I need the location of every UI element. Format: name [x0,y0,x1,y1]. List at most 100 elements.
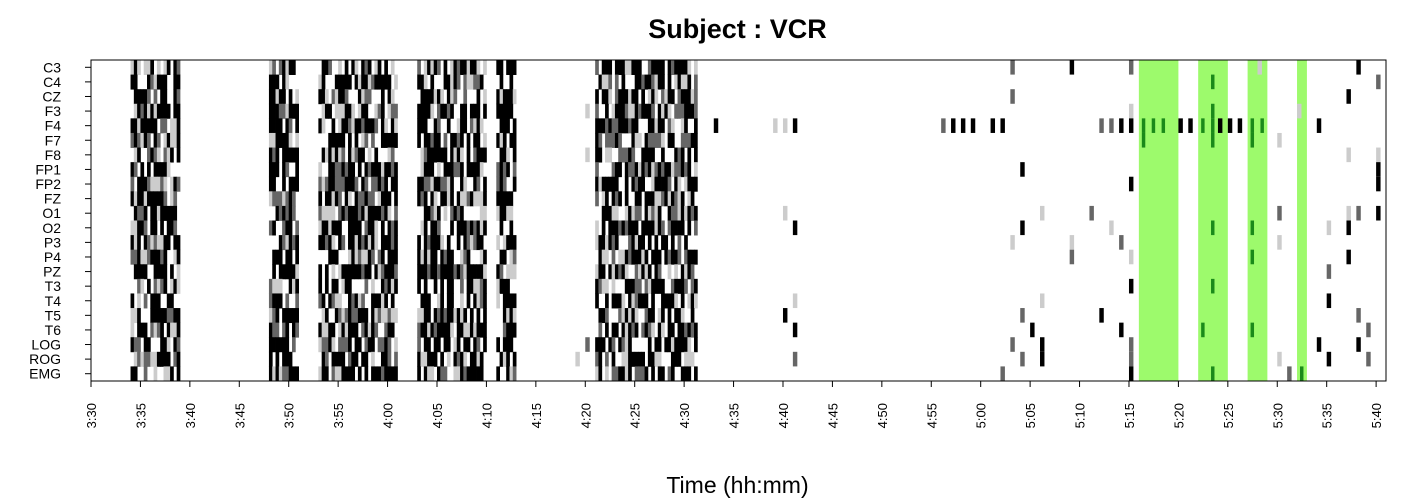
artifact-cell [618,308,622,324]
artifact-cell [436,89,441,105]
artifact-cell [387,337,392,353]
artifact-cell [605,74,609,90]
artifact-cell [611,191,616,207]
artifact-cell [150,249,155,265]
artifact-cell [285,162,290,178]
x-tick-label: 5:35 [1320,403,1335,428]
artifact-cell [667,249,672,265]
artifact-cell [374,118,379,134]
artifact-cell [674,60,678,75]
artifact-cell [130,366,135,382]
artifact-cell [463,337,468,353]
artifact-cell [512,322,517,338]
artifact-cell [502,191,507,207]
artifact-cell [446,322,451,338]
artifact-cell [694,293,698,309]
artifact-cell [628,351,632,367]
artifact-cell [348,162,352,178]
artifact-cell [338,147,342,163]
artifact-cell [450,264,454,280]
artifact-cell [338,264,342,280]
artifact-cell [637,235,642,251]
artifact-cell [624,322,629,338]
artifact-cell [443,264,448,280]
artifact-mark [1128,103,1134,119]
artifact-cell [344,337,349,353]
artifact-cell [344,103,349,119]
artifact-cell [476,118,481,134]
artifact-cell [512,293,517,309]
artifact-cell [618,264,622,280]
artifact-cell [687,264,692,280]
artifact-cell [473,366,477,382]
artifact-cell [677,278,682,294]
artifact-cell [173,308,178,324]
artifact-mark [585,103,590,119]
artifact-cell [268,308,273,324]
artifact-cell [295,147,299,163]
artifact-cell [611,176,616,192]
artifact-cell [160,235,164,251]
artifact-cell [628,278,632,294]
artifact-cell [466,337,471,353]
artifact-cell [156,162,161,178]
artifact-cell [318,118,323,134]
artifact-cell [453,351,458,367]
artifact-cell [479,74,484,90]
x-tick-label: 3:40 [183,403,198,428]
artifact-cell [364,89,369,105]
artifact-cell [651,249,655,265]
artifact-cell [634,205,639,221]
artifact-cell [344,191,349,207]
artifact-cell [295,366,299,382]
artifact-cell [275,132,280,148]
artifact-cell [624,337,629,353]
artifact-mark [1000,118,1005,133]
artifact-cell [469,220,474,236]
artifact-cell [166,132,171,148]
artifact-cell [275,205,280,221]
artifact-cell [361,322,365,338]
highlight-band [1138,60,1179,381]
artifact-cell [463,176,468,192]
artifact-cell [631,235,636,251]
artifact-cell [170,308,174,324]
artifact-cell [420,249,425,265]
artifact-cell [506,60,510,75]
artifact-cell [647,278,652,294]
artifact-cell [153,132,158,148]
artifact-cell [433,278,438,294]
artifact-cell [423,351,428,367]
artifact-cell [624,351,629,367]
artifact-cell [661,89,665,105]
artifact-cell [450,74,454,90]
artifact-cell [453,147,458,163]
artifact-cell [268,220,273,236]
artifact-cell [694,132,698,148]
artifact-cell [427,205,431,221]
artifact-cell [354,235,359,251]
artifact-cell [654,235,659,251]
artifact-cell [160,191,164,207]
artifact-cell [637,278,642,294]
artifact-cell [479,220,484,236]
artifact-cell [460,293,464,309]
artifact-cell [680,322,685,338]
artifact-cell [694,278,698,294]
artifact-cell [684,322,688,338]
artifact-cell [473,337,477,353]
artifact-cell [628,162,632,178]
artifact-cell [654,132,659,148]
artifact-cell [628,205,632,221]
artifact-cell [423,162,428,178]
artifact-cell [338,118,342,134]
artifact-cell [466,322,471,338]
artifact-cell [387,264,392,280]
artifact-cell [156,322,161,338]
artifact-cell [634,162,639,178]
artifact-cell [476,176,481,192]
artifact-cell [275,74,280,90]
artifact-cell [618,103,622,119]
artifact-cell [331,235,336,251]
